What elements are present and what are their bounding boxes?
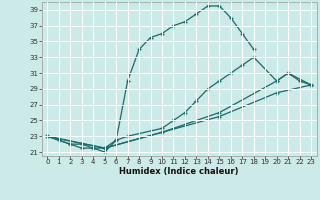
X-axis label: Humidex (Indice chaleur): Humidex (Indice chaleur) xyxy=(119,167,239,176)
